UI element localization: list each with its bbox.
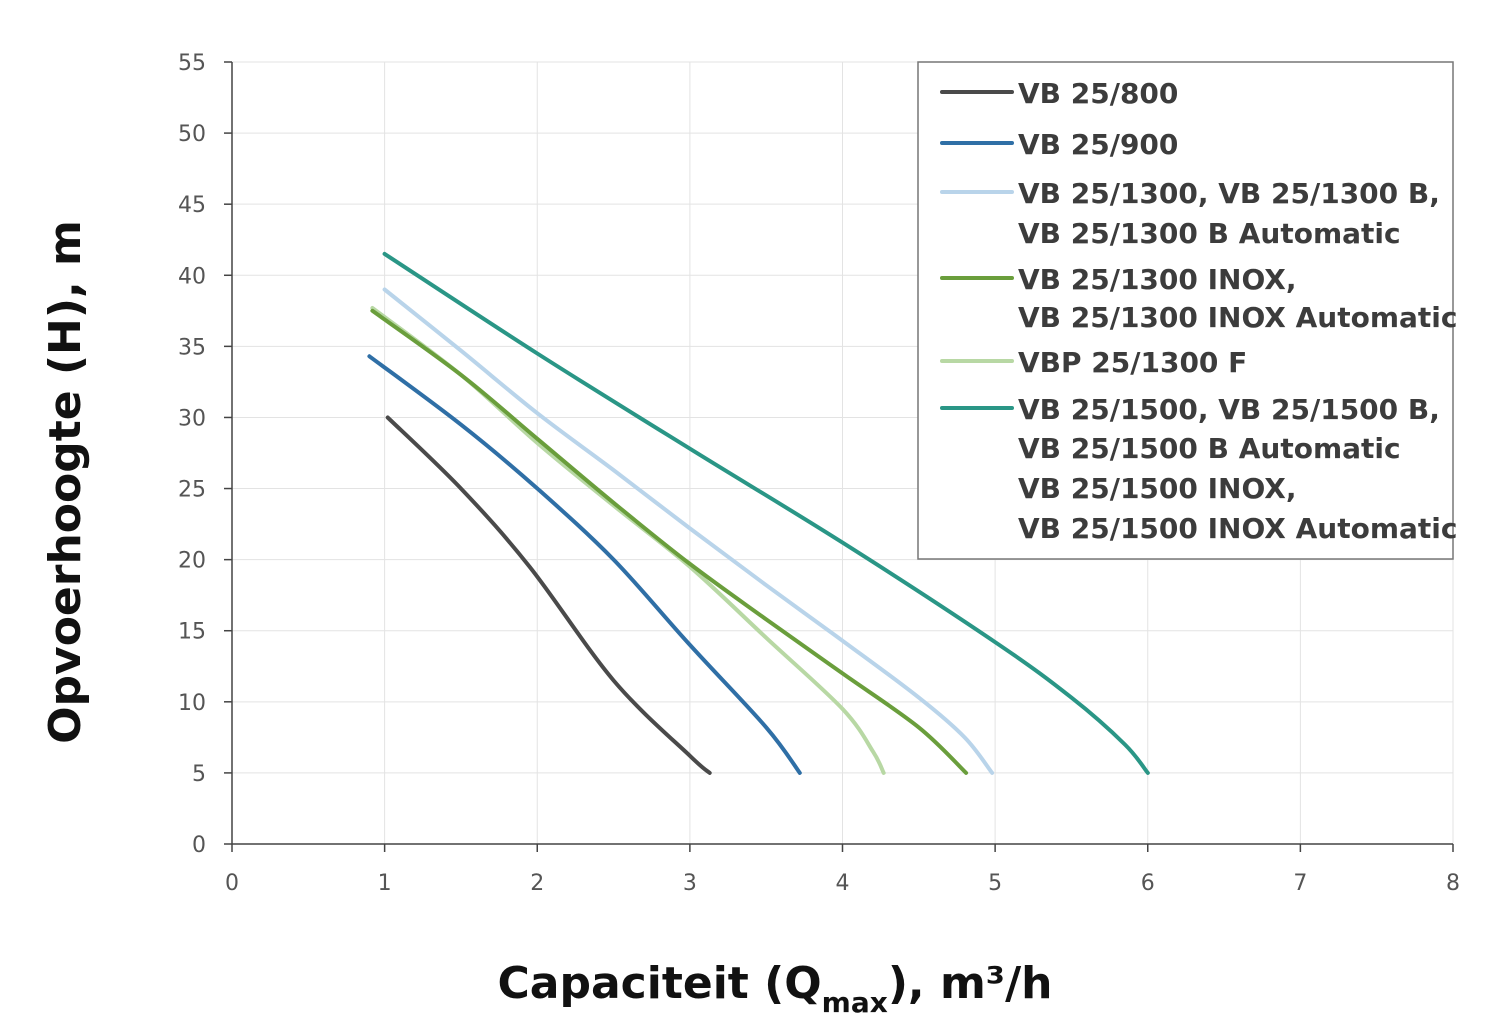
legend-label-3: VB 25/1300, VB 25/1300 B,	[1018, 177, 1440, 210]
legend-label-6: VB 25/1500 B Automatic	[1018, 432, 1401, 465]
y-tick-label: 0	[192, 833, 206, 858]
x-tick-label: 2	[530, 871, 544, 896]
legend-label-6: VB 25/1500 INOX Automatic	[1018, 512, 1458, 545]
x-tick-label: 0	[225, 871, 239, 896]
legend-label-2: VB 25/900	[1018, 128, 1178, 161]
y-tick-label: 25	[178, 478, 206, 503]
legend-label-6: VB 25/1500, VB 25/1500 B,	[1018, 393, 1440, 426]
legend-label-6: VB 25/1500 INOX,	[1018, 472, 1297, 505]
x-tick-label: 8	[1446, 871, 1460, 896]
series-lines	[367, 251, 1150, 775]
legend-label-3: VB 25/1300 B Automatic	[1018, 217, 1401, 250]
series-line-2	[367, 354, 802, 775]
y-tick-label: 15	[178, 620, 206, 645]
legend-label-1: VB 25/800	[1018, 77, 1178, 110]
y-tick-label: 5	[192, 762, 206, 787]
legend-label-4: VB 25/1300 INOX,	[1018, 263, 1297, 296]
x-axis-label-main: Capaciteit (Q	[498, 958, 822, 1009]
x-tick-label: 3	[683, 871, 697, 896]
y-tick-label: 20	[178, 549, 206, 574]
x-tick-label: 6	[1141, 871, 1155, 896]
x-tick-label: 7	[1293, 871, 1307, 896]
series-line-3	[382, 287, 995, 775]
legend: VB 25/800 VB 25/900 VB 25/1300, VB 25/1300…	[917, 61, 1458, 560]
y-tick-label: 45	[178, 193, 206, 218]
x-tick-label: 5	[988, 871, 1002, 896]
y-axis-label: Opvoerhoogte (H), m	[40, 220, 91, 744]
series-line-4	[370, 308, 969, 775]
legend-label-5: VBP 25/1300 F	[1018, 346, 1247, 379]
y-tick-label: 35	[178, 335, 206, 360]
x-axis-label-subscript: max	[822, 986, 888, 1019]
x-axis-label-suffix: ), m³/h	[888, 958, 1053, 1009]
legend-label-4: VB 25/1300 INOX Automatic	[1018, 301, 1458, 334]
x-tick-label: 4	[836, 871, 850, 896]
series-line-6	[382, 251, 1150, 775]
y-tick-label: 55	[178, 51, 206, 76]
x-tick-label: 1	[378, 871, 392, 896]
y-tick-label: 10	[178, 691, 206, 716]
y-tick-label: 40	[178, 264, 206, 289]
axes	[224, 61, 1454, 852]
x-axis-label: Capaciteit (Qmax), m³/h	[498, 958, 1053, 1019]
y-tick-label: 50	[178, 122, 206, 147]
series-line-1	[385, 415, 712, 775]
y-tick-label: 30	[178, 406, 206, 431]
